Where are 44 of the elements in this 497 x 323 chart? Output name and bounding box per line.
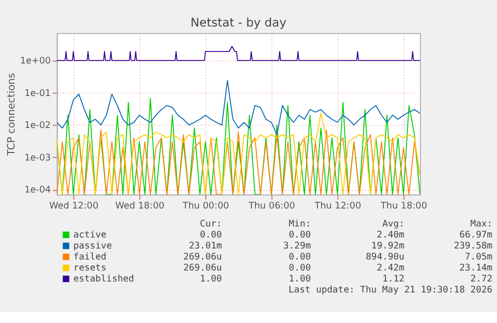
legend-label: established	[73, 274, 134, 285]
text: 7.05m	[464, 252, 493, 263]
x-tick-label: Thu 18:00	[380, 200, 428, 212]
text: 894.90u	[366, 252, 404, 263]
text: Max:	[470, 218, 492, 230]
x-tick-label: Wed 18:00	[115, 200, 165, 212]
y-tick-label: 1e+00	[20, 56, 52, 67]
y-tick-label: 1e-03	[24, 152, 52, 164]
text: 0.00	[288, 262, 311, 274]
text: 269.06u	[183, 252, 222, 263]
text: 2.40m	[376, 230, 405, 241]
text: Avg:	[382, 218, 404, 230]
text: 0.00	[200, 230, 222, 241]
text: Cur:	[200, 218, 222, 230]
x-tick-label: Thu 06:00	[248, 200, 296, 212]
x-tick-label: Thu 12:00	[314, 200, 362, 212]
text: 23.01m	[188, 240, 222, 252]
legend-label: resets	[73, 262, 106, 274]
text: Last update: Thu May 21 19:30:18 2026	[288, 284, 492, 296]
text: 66.97m	[459, 230, 493, 241]
text: 0.00	[288, 230, 311, 241]
text: 1.00	[288, 274, 311, 285]
legend-label: active	[73, 230, 106, 241]
legend-label: passive	[73, 240, 112, 252]
text: 239.58m	[454, 240, 493, 252]
text: 23.14m	[459, 262, 493, 274]
text: 2.72	[470, 274, 492, 285]
x-tick-label: Wed 12:00	[49, 200, 99, 212]
x-tick-label: Thu 00:00	[182, 200, 230, 212]
y-axis-title: TCP connections	[6, 72, 18, 157]
y-tick-label: 1e-01	[24, 88, 51, 99]
text: Min:	[288, 218, 311, 230]
text: 2.42m	[376, 262, 405, 274]
line-series	[56, 80, 420, 136]
y-tick-label: 1e-04	[24, 184, 52, 196]
text: 19.92m	[371, 240, 405, 252]
text: 269.06u	[183, 262, 222, 274]
chart-title: Netstat - by day	[190, 16, 286, 30]
text: 1.00	[200, 274, 222, 285]
y-tick-label: 1e-02	[24, 120, 51, 132]
legend-label: failed	[73, 252, 106, 263]
text: 3.29m	[283, 240, 312, 252]
text: 0.00	[288, 252, 311, 263]
text: 1.12	[382, 274, 404, 285]
